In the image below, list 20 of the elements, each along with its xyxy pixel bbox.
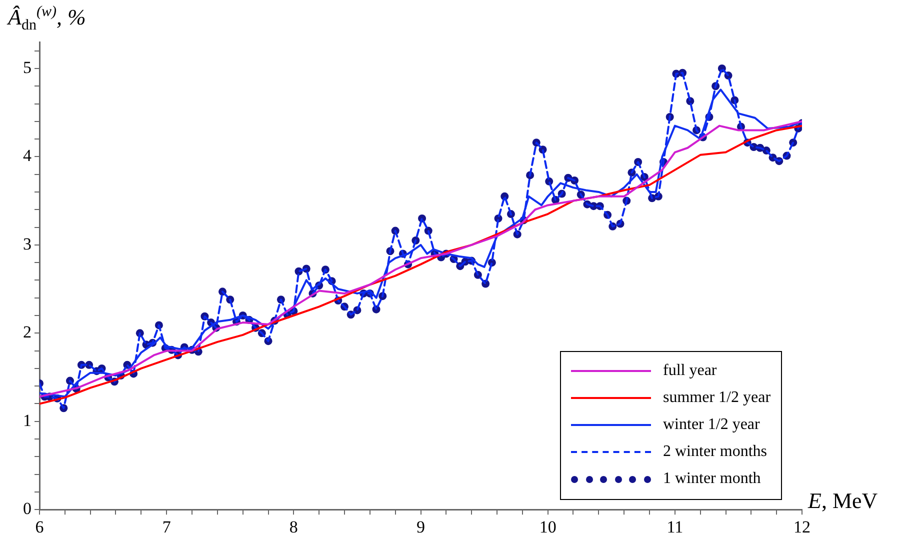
legend-label: 1 winter month bbox=[663, 470, 761, 488]
y-tick-label: 1 bbox=[23, 410, 32, 430]
x-tick-label: 8 bbox=[289, 517, 298, 536]
y-axis-title: Â$_{dn}$$^{(w)}$, % bbox=[8, 4, 86, 35]
x-tick-label: 12 bbox=[794, 517, 810, 536]
legend-label: 2 winter months bbox=[663, 443, 767, 462]
legend-label: summer 1/2 year bbox=[663, 389, 771, 408]
legend-label: winter 1/2 year bbox=[663, 416, 760, 434]
y-tick-label: 3 bbox=[23, 234, 32, 254]
x-tick-label: 11 bbox=[666, 517, 684, 536]
x-axis-title: E, MeV bbox=[808, 488, 878, 514]
x-tick-label: 10 bbox=[539, 517, 556, 536]
y-tick-label: 2 bbox=[23, 322, 32, 342]
x-tick-label: 7 bbox=[162, 517, 172, 536]
x-tick-label: 6 bbox=[35, 517, 44, 536]
y-tick-label: 5 bbox=[23, 58, 32, 77]
legend-label: full year bbox=[663, 362, 717, 380]
x-tick-label: 9 bbox=[416, 517, 425, 536]
y-tick-label: 0 bbox=[23, 499, 32, 518]
y-tick-label: 4 bbox=[23, 146, 32, 166]
